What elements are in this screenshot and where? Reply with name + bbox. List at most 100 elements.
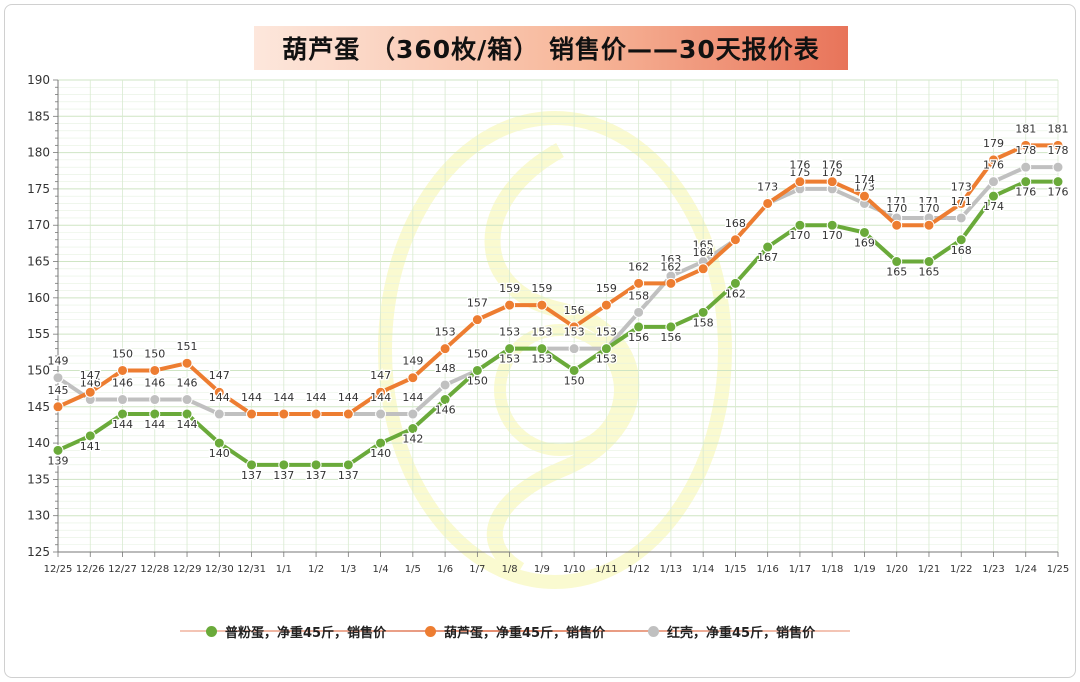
x-tick-label: 1/9 [534, 564, 550, 575]
data-label: 147 [209, 369, 230, 382]
data-point [665, 277, 677, 289]
data-point [342, 408, 354, 420]
data-label: 149 [48, 355, 69, 368]
x-tick-label: 12/29 [173, 564, 202, 575]
x-tick-label: 1/3 [340, 564, 356, 575]
legend-item-hulu: 葫芦蛋，净重45斤，销售价 [425, 620, 605, 642]
data-point [149, 394, 161, 406]
data-label: 153 [564, 326, 585, 339]
data-point [52, 401, 64, 413]
data-label: 156 [564, 304, 585, 317]
data-point [665, 321, 677, 333]
x-tick-label: 1/17 [789, 564, 811, 575]
data-label: 153 [435, 326, 456, 339]
data-label: 158 [628, 289, 649, 302]
data-point [278, 459, 290, 471]
x-tick-label: 1/7 [469, 564, 485, 575]
data-label: 165 [918, 266, 939, 279]
data-point [375, 408, 387, 420]
data-label: 150 [112, 347, 133, 360]
data-label: 165 [693, 239, 714, 252]
data-label: 150 [564, 374, 585, 387]
data-point [955, 212, 967, 224]
data-label: 144 [112, 418, 133, 431]
y-tick-label: 180 [27, 146, 50, 160]
watermark-logo [378, 111, 732, 589]
legend-label-hulu: 葫芦蛋，净重45斤，销售价 [444, 625, 606, 641]
data-label: 144 [306, 391, 327, 404]
x-tick-label: 1/21 [918, 564, 940, 575]
x-tick-label: 1/10 [563, 564, 585, 575]
data-label: 137 [273, 469, 294, 482]
data-label: 175 [822, 166, 843, 179]
x-tick-label: 1/15 [724, 564, 746, 575]
data-label: 150 [144, 347, 165, 360]
data-point [1020, 161, 1032, 173]
x-tick-label: 1/24 [1015, 564, 1037, 575]
x-tick-label: 12/28 [140, 564, 169, 575]
title-banner: 葫芦蛋 （360枚/箱） 销售价——30天报价表 [254, 26, 848, 70]
data-label: 137 [338, 469, 359, 482]
data-point [213, 437, 225, 449]
data-point [375, 386, 387, 398]
x-tick-label: 1/20 [885, 564, 907, 575]
chart-title: 葫芦蛋 （360枚/箱） 销售价——30天报价表 [282, 35, 820, 64]
y-tick-label: 170 [27, 218, 50, 232]
data-label: 181 [1048, 122, 1069, 135]
data-label: 168 [725, 217, 746, 230]
data-point [246, 459, 258, 471]
data-label: 171 [886, 195, 907, 208]
data-point [762, 197, 774, 209]
data-point [149, 408, 161, 420]
data-point [762, 241, 774, 253]
data-label: 149 [402, 355, 423, 368]
data-label: 137 [306, 469, 327, 482]
data-label: 144 [402, 391, 423, 404]
data-point [955, 234, 967, 246]
data-label: 176 [983, 159, 1004, 172]
data-label: 162 [660, 260, 681, 273]
data-label: 153 [499, 353, 520, 366]
data-label: 170 [886, 202, 907, 215]
data-label: 176 [1015, 186, 1036, 199]
x-tick-label: 12/25 [44, 564, 73, 575]
data-label: 146 [435, 404, 456, 417]
axes: 1251301351401451501551601651701751801851… [27, 73, 1069, 575]
data-point [568, 343, 580, 355]
data-label: 164 [693, 246, 714, 259]
x-tick-label: 1/11 [595, 564, 617, 575]
x-tick-label: 1/25 [1047, 564, 1069, 575]
data-label: 159 [531, 282, 552, 295]
x-tick-label: 1/4 [373, 564, 389, 575]
data-label: 142 [402, 433, 423, 446]
y-tick-label: 125 [27, 545, 50, 559]
data-point [117, 364, 129, 376]
data-label: 144 [273, 391, 294, 404]
x-tick-label: 1/6 [437, 564, 453, 575]
data-label: 174 [854, 173, 875, 186]
data-point [858, 226, 870, 238]
data-label: 144 [209, 391, 230, 404]
y-tick-label: 160 [27, 291, 50, 305]
data-point [697, 263, 709, 275]
y-tick-label: 145 [27, 400, 50, 414]
y-tick-label: 135 [27, 472, 50, 486]
x-tick-label: 1/19 [853, 564, 875, 575]
data-point [181, 408, 193, 420]
x-tick-label: 1/2 [308, 564, 324, 575]
data-label: 147 [80, 369, 101, 382]
data-label: 176 [1048, 186, 1069, 199]
data-point [697, 306, 709, 318]
data-label: 179 [983, 137, 1004, 150]
data-label: 139 [48, 454, 69, 467]
data-label: 153 [531, 353, 552, 366]
data-label: 148 [435, 362, 456, 375]
data-point [891, 256, 903, 268]
data-label: 137 [241, 469, 262, 482]
data-point [923, 256, 935, 268]
data-point [987, 154, 999, 166]
data-point [1020, 139, 1032, 151]
y-tick-label: 130 [27, 509, 50, 523]
data-label: 146 [112, 377, 133, 390]
data-point [1052, 161, 1064, 173]
